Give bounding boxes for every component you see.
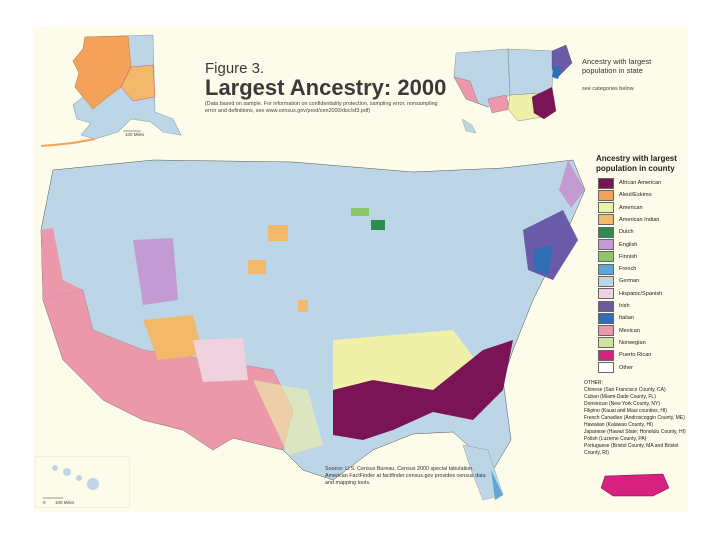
hawaii-scale-zero: 0 <box>43 500 46 505</box>
other-item: French Canadian (Androscoggin County, ME… <box>584 415 685 421</box>
legend-swatch <box>598 263 614 275</box>
figure-number: Figure 3. <box>205 60 265 77</box>
other-item: Portuguese (Bristol County, MA and Brist… <box>584 443 679 456</box>
legend-swatch <box>598 349 614 361</box>
other-item: Chinese (San Francisco County, CA) <box>584 387 666 393</box>
legend-label: Dutch <box>619 229 634 236</box>
southeast-african-american <box>333 340 513 440</box>
legend-swatch <box>598 288 614 300</box>
legend-item: Dutch <box>598 226 634 238</box>
state-legend-title: Ancestry with largest population in stat… <box>582 57 652 75</box>
legend-swatch <box>598 325 614 337</box>
other-item: Japanese (Hawaii State; Honolulu County,… <box>584 429 686 435</box>
california-coast-mexican <box>41 228 83 300</box>
other-heading: OTHER: <box>584 380 603 386</box>
hawaii-scale-label: 100 Miles <box>55 500 75 505</box>
utah-english <box>133 238 178 305</box>
legend-item: Puerto Rican <box>598 349 652 361</box>
texas-american <box>253 380 323 455</box>
puerto-rico-shape <box>600 473 670 497</box>
puerto-rico-inset <box>583 456 688 511</box>
legend-label: Hispanic/Spanish <box>619 290 663 297</box>
legend-swatch <box>598 214 614 226</box>
legend-item: African American <box>598 177 662 189</box>
legend-swatch <box>598 239 614 250</box>
legend-label: Other <box>619 364 633 371</box>
legend-label: Mexican <box>619 327 640 334</box>
other-item: Hawaiian (Kalawao County, HI) <box>584 422 654 428</box>
legend-label: Finnish <box>619 253 638 260</box>
legend-label: Irish <box>619 303 630 309</box>
other-item: Dominican (New York County, NY) <box>584 401 661 407</box>
legend-item: Norwegian <box>598 337 646 349</box>
county-legend-title: Ancestry with largest population in coun… <box>596 154 677 173</box>
legend-label: American <box>619 204 643 211</box>
legend-item: Italian <box>598 312 634 324</box>
figure-title: Largest Ancestry: 2000 <box>205 75 447 100</box>
florida <box>462 444 504 501</box>
county-map <box>40 159 586 501</box>
michigan-finnish <box>351 208 369 216</box>
legend-item: Aleut/Eskimo <box>598 189 652 201</box>
legend-item: Hispanic/Spanish <box>598 288 663 300</box>
legend-item: Irish <box>598 300 630 312</box>
legend-item: French <box>598 263 637 275</box>
minnesota-dutch <box>371 220 385 230</box>
legend-swatch <box>598 226 614 238</box>
legend-item: American <box>598 202 643 214</box>
other-ancestry-list: OTHER: Chinese (San Francisco County, CA… <box>584 380 686 457</box>
legend-item: Finnish <box>598 251 638 263</box>
legend-item: American Indian <box>598 214 660 226</box>
legend-swatch <box>598 362 614 373</box>
legend-label: African American <box>619 180 662 186</box>
legend-swatch <box>598 251 614 263</box>
maine-english <box>559 160 585 208</box>
legend-item: Mexican <box>598 325 640 337</box>
other-item: Cuban (Miami-Dade County, FL) <box>584 394 656 400</box>
legend-swatch <box>598 300 614 312</box>
legend-swatch <box>598 275 614 287</box>
legend-label: American Indian <box>619 216 660 223</box>
state-inset-map <box>453 44 573 134</box>
legend-swatch <box>598 202 614 214</box>
state-legend-subtitle: see categories below <box>582 86 634 92</box>
legend-swatch <box>598 189 614 201</box>
legend-swatch <box>598 312 614 324</box>
other-item: Filipino (Kauai and Maui counties, HI) <box>584 408 668 414</box>
hawaii-inset: 0 100 Miles <box>35 456 130 508</box>
legend-label: French <box>619 266 637 273</box>
southwest-mexican <box>42 289 294 451</box>
legend-label: Norwegian <box>619 339 646 346</box>
alaska-inset: 100 Miles <box>33 27 195 147</box>
alaska-aleut-region <box>72 35 132 110</box>
legend-swatch <box>598 337 614 349</box>
new-mexico-hispanic <box>193 338 248 382</box>
other-item: Polish (Luzerne County, PA) <box>584 436 647 442</box>
legend-item: Other <box>598 362 633 373</box>
legend-item: English <box>598 239 638 250</box>
figure-note: (Data based on sample. For information o… <box>205 101 438 114</box>
legend-label: Aleut/Eskimo <box>619 192 652 199</box>
alaska-scale-label: 100 Miles <box>125 132 145 137</box>
legend-label: English <box>619 241 638 248</box>
source-note: Source: U.S. Census Bureau, Census 2000 … <box>325 466 486 486</box>
legend-label: German <box>619 278 640 285</box>
legend-item: German <box>598 275 640 287</box>
legend-swatch <box>598 177 614 189</box>
navajo-american-indian <box>143 315 203 360</box>
legend-label: Puerto Rican <box>619 352 652 359</box>
legend-label: Italian <box>619 315 634 322</box>
